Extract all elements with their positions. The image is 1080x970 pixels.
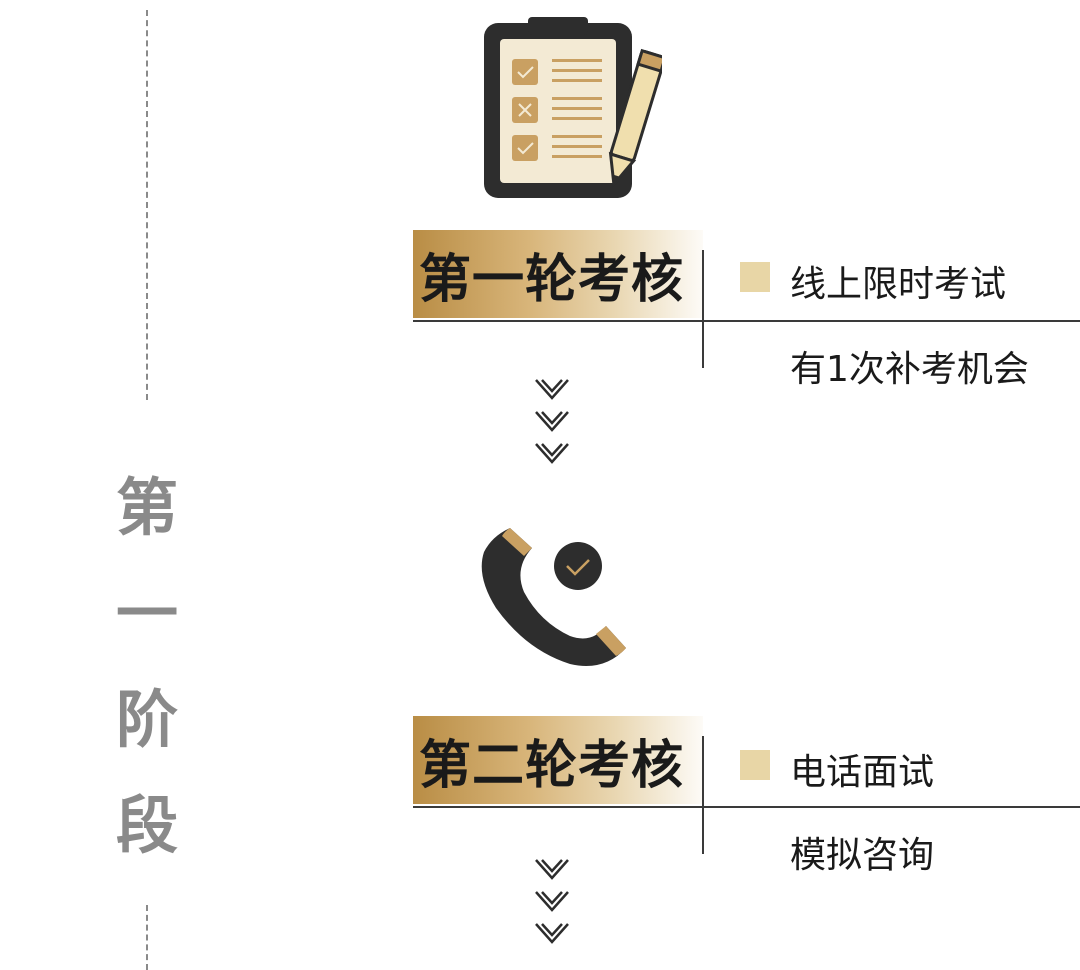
dashed-divider-top (146, 10, 148, 400)
round-2-bullet (740, 750, 770, 780)
phone-check-icon (474, 516, 634, 680)
round-1-divider (702, 250, 704, 368)
stage-char: 第 (115, 471, 178, 544)
round-2-title-text: 第二轮考核 (419, 735, 685, 796)
round-2-rule (413, 806, 1080, 808)
round-1-rule (413, 320, 1080, 322)
round-2-item-1: 电话面试 (790, 752, 935, 793)
stage-char: 阶 (115, 683, 178, 756)
round-1-bullet (740, 262, 770, 292)
round-1-title-text: 第一轮考核 (419, 249, 685, 310)
stage-char: 段 (115, 789, 178, 862)
round-2-divider (702, 736, 704, 854)
stage-title: 第 一 阶 段 (112, 455, 182, 879)
dashed-divider-bottom (146, 905, 148, 970)
round-1-title: 第一轮考核 (413, 230, 703, 318)
down-chevrons-icon (532, 376, 572, 476)
stage-char: 一 (115, 577, 178, 650)
round-2-item-2: 模拟咨询 (790, 835, 935, 876)
round-1-item-2: 有1次补考机会 (790, 349, 1029, 390)
down-chevrons-icon (532, 856, 572, 956)
round-1-item-1: 线上限时考试 (790, 264, 1007, 305)
clipboard-checklist-icon (482, 15, 667, 204)
round-2-title: 第二轮考核 (413, 716, 703, 804)
